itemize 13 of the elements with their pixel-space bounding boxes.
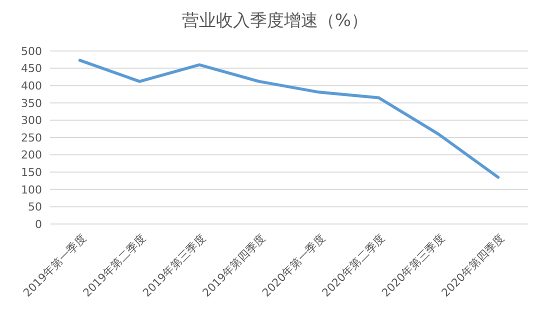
y-tick-label: 300	[21, 114, 42, 128]
y-tick-label: 200	[21, 148, 42, 162]
y-tick-label: 150	[21, 166, 42, 179]
y-tick-label: 50	[28, 200, 42, 214]
y-tick-label: 500	[21, 44, 42, 58]
line-series	[78, 58, 500, 179]
y-tick-label: 400	[21, 79, 42, 92]
y-tick-label: 250	[21, 131, 42, 144]
y-tick-label: 350	[21, 96, 42, 110]
y-tick-label: 450	[21, 62, 42, 76]
y-tick-label: 0	[35, 218, 42, 231]
chart-title: 营业收入季度增速（%）	[182, 11, 368, 31]
y-tick-label: 100	[21, 183, 42, 196]
